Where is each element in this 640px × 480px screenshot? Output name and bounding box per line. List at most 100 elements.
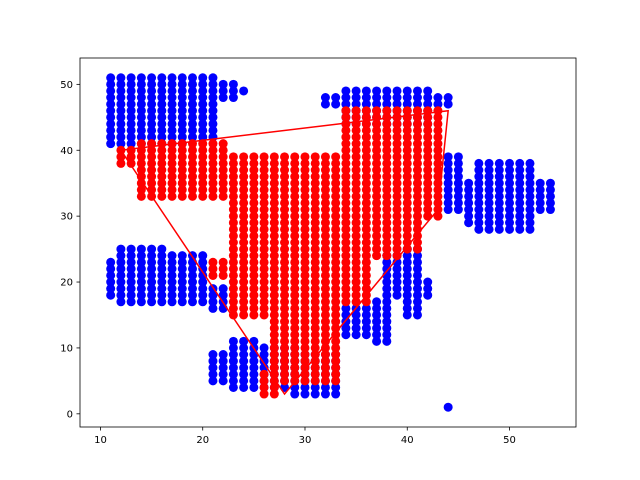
data-point [208, 270, 218, 280]
data-point [372, 336, 382, 346]
data-point [228, 290, 238, 300]
data-point [341, 132, 351, 142]
data-point [310, 218, 320, 228]
data-point [341, 139, 351, 149]
data-point [494, 205, 504, 215]
data-point [187, 152, 197, 162]
data-point [136, 106, 146, 116]
data-point [535, 198, 545, 208]
data-point [269, 158, 279, 168]
data-point [412, 297, 422, 307]
data-point [300, 330, 310, 340]
data-point [126, 139, 136, 149]
data-point [412, 251, 422, 261]
data-point [116, 290, 126, 300]
data-point [382, 310, 392, 320]
data-point [341, 172, 351, 182]
data-point [331, 350, 341, 360]
data-point [310, 152, 320, 162]
data-point [269, 277, 279, 287]
data-point [147, 99, 157, 109]
data-point [290, 244, 300, 254]
data-point [361, 86, 371, 96]
data-point [300, 317, 310, 327]
data-point [239, 244, 249, 254]
data-point [157, 73, 167, 83]
data-point [300, 336, 310, 346]
data-point [361, 93, 371, 103]
data-point [300, 297, 310, 307]
data-point [505, 205, 515, 215]
data-point [218, 376, 228, 386]
data-point [310, 185, 320, 195]
data-point [280, 218, 290, 228]
data-point [259, 376, 269, 386]
data-point [535, 191, 545, 201]
data-point [249, 158, 259, 168]
data-point [341, 158, 351, 168]
data-point [320, 244, 330, 254]
data-point [239, 172, 249, 182]
data-point [505, 224, 515, 234]
data-point [341, 112, 351, 122]
data-point [402, 297, 412, 307]
data-point [392, 99, 402, 109]
data-point [351, 93, 361, 103]
data-point [351, 290, 361, 300]
data-point [280, 231, 290, 241]
data-point [198, 264, 208, 274]
data-point [320, 297, 330, 307]
data-point [167, 93, 177, 103]
data-point [126, 251, 136, 261]
data-point [372, 139, 382, 149]
data-point [525, 172, 535, 182]
data-point [392, 264, 402, 274]
data-point [116, 119, 126, 129]
data-point [198, 277, 208, 287]
data-point [228, 172, 238, 182]
data-point [269, 270, 279, 280]
data-point [310, 336, 320, 346]
data-point [310, 310, 320, 320]
data-point [228, 185, 238, 195]
data-point [269, 257, 279, 267]
data-point [331, 257, 341, 267]
data-point [228, 297, 238, 307]
data-point [392, 165, 402, 175]
data-point [351, 86, 361, 96]
data-point [198, 191, 208, 201]
data-point [392, 238, 402, 247]
data-point [402, 125, 412, 135]
data-point [208, 356, 218, 366]
data-point [249, 270, 259, 280]
data-point [228, 238, 238, 247]
data-point [218, 191, 228, 201]
data-point [147, 132, 157, 142]
data-point [300, 211, 310, 221]
data-point [300, 310, 310, 320]
data-point [177, 172, 187, 182]
data-point [402, 185, 412, 195]
data-point [474, 172, 484, 182]
data-point [167, 172, 177, 182]
data-point [157, 139, 167, 149]
data-point [341, 178, 351, 188]
data-point [177, 139, 187, 149]
data-point [269, 191, 279, 201]
data-point [116, 132, 126, 142]
data-point [310, 224, 320, 234]
data-point [290, 238, 300, 247]
data-point [341, 198, 351, 208]
data-point [372, 238, 382, 247]
data-point [290, 284, 300, 294]
data-point [126, 145, 136, 155]
data-point [157, 119, 167, 129]
data-point [372, 152, 382, 162]
data-point [412, 270, 422, 280]
data-point [382, 264, 392, 274]
data-point [167, 264, 177, 274]
data-point [382, 106, 392, 116]
data-point [392, 139, 402, 149]
data-point [310, 303, 320, 313]
data-point [402, 152, 412, 162]
